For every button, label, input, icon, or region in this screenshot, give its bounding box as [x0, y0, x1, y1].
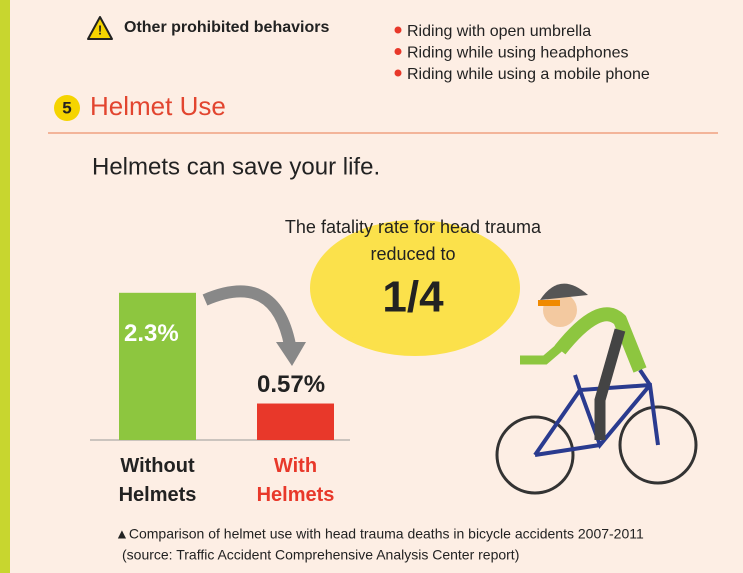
- prohibited-item: Riding with open umbrella: [407, 23, 591, 40]
- category-label: Without Helmets: [98, 452, 218, 510]
- page: ! Other prohibited behaviors Riding with…: [0, 0, 743, 573]
- bubble-line: The fatality rate for head trauma: [285, 217, 542, 237]
- section-number: 5: [62, 98, 71, 117]
- prohibited-item: Riding while using a mobile phone: [407, 66, 650, 83]
- value-label: 0.57%: [257, 371, 325, 398]
- bullet: [395, 27, 402, 34]
- prohibited-heading: Other prohibited behaviors: [124, 19, 329, 36]
- prohibited-item: Riding while using headphones: [407, 45, 629, 62]
- section-title: Helmet Use: [90, 91, 226, 121]
- value-label: 2.3%: [124, 320, 179, 347]
- warning-icon: !: [88, 17, 112, 39]
- svg-text:!: !: [98, 22, 102, 37]
- arrow-head: [276, 342, 306, 366]
- cyclist-illustration: [497, 284, 696, 493]
- bullet: [395, 70, 402, 77]
- lead-text: Helmets can save your life.: [92, 153, 380, 180]
- arrow: [205, 291, 290, 345]
- bubble-line: reduced to: [370, 244, 455, 264]
- side-stripe: [0, 0, 10, 573]
- bullet: [395, 48, 402, 55]
- bar: [119, 293, 196, 440]
- category-label: With Helmets: [236, 452, 356, 510]
- bubble-figure: 1/4: [382, 273, 444, 322]
- bar: [257, 404, 334, 440]
